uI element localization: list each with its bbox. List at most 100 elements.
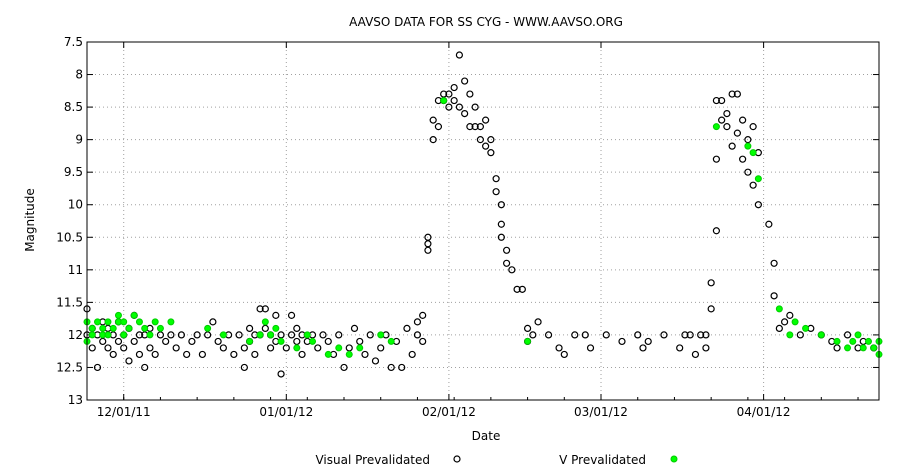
visual-prevalidated-point [718,116,726,124]
visual-prevalidated-point [733,90,741,98]
visual-prevalidated-point [298,350,306,359]
visual-prevalidated-point [403,324,411,332]
visual-prevalidated-point [104,344,112,352]
visual-prevalidated-point [534,318,542,326]
visual-prevalidated-point [340,363,348,372]
visual-prevalidated-point [130,337,138,346]
visual-prevalidated-point [135,331,144,339]
v-prevalidated-point [93,318,101,326]
visual-prevalidated-point [188,337,196,346]
v-prevalidated-point [356,344,364,352]
y-tick-label: 12 [68,328,83,342]
visual-prevalidated-point [261,305,269,313]
visual-prevalidated-point [162,337,170,346]
visual-prevalidated-point [482,116,490,124]
visual-prevalidated-point [282,344,290,352]
v-prevalidated-point [849,337,857,345]
y-tick-label: 12.5 [56,360,83,374]
visual-prevalidated-point [749,181,757,189]
visual-prevalidated-point [712,96,721,105]
visual-prevalidated-point [697,331,705,339]
v-prevalidated-point [293,344,301,352]
visual-prevalidated-point [482,142,490,150]
visual-prevalidated-point [445,90,453,98]
v-prevalidated-point [303,331,311,339]
visual-prevalidated-point [398,363,406,372]
v-prevalidated-point [791,318,799,326]
visual-prevalidated-point [723,123,731,131]
y-tick-label: 10 [68,198,83,212]
visual-prevalidated-point [508,266,516,274]
visual-prevalidated-point [293,337,301,346]
v-prevalidated-point [335,344,343,352]
visual-prevalidated-point [287,331,296,339]
visual-prevalidated-point [786,311,794,319]
visual-prevalidated-point [492,188,500,196]
visual-prevalidated-point [167,331,175,339]
x-tick-labels: 12/01/11 01/01/12 02/01/12 03/01/12 04/01/12 [86,42,859,419]
visual-prevalidated-point [151,350,159,359]
series-v-prevalidated [83,97,883,358]
visual-prevalidated-point [455,51,463,59]
v-prevalidated-point [267,331,275,339]
visual-prevalidated-point [88,344,96,352]
visual-prevalidated-point [523,324,532,332]
visual-prevalidated-point [209,318,217,326]
visual-prevalidated-point [739,155,747,163]
visual-prevalidated-point [266,344,275,352]
visual-prevalidated-point [371,357,380,365]
v-prevalidated-point [272,324,280,332]
visual-prevalidated-point [350,324,359,332]
visual-prevalidated-point [518,285,526,293]
visual-prevalidated-point [712,227,721,235]
y-tick-label: 11.5 [56,295,83,309]
v-prevalidated-point [219,331,227,339]
v-prevalidated-point [151,318,159,326]
visual-prevalidated-point [256,305,264,313]
visual-prevalidated-point [177,331,186,339]
visual-prevalidated-point [277,370,285,378]
v-prevalidated-point [120,331,128,339]
visual-prevalidated-point [497,233,505,241]
visual-prevalidated-point [135,350,144,359]
v-prevalidated-point [754,175,762,183]
visual-prevalidated-point [455,103,463,111]
y-tick-label: 10.5 [56,230,83,244]
visual-prevalidated-point [728,142,736,150]
chart-title: AAVSO DATA FOR SS CYG - WWW.AAVSO.ORG [349,15,623,29]
visual-prevalidated-point [765,220,773,228]
visual-prevalidated-point [497,201,505,209]
y-tick-label: 9 [75,133,83,147]
visual-prevalidated-point [219,344,227,352]
v-prevalidated-point [99,324,107,332]
visual-prevalidated-point [529,331,537,339]
v-prevalidated-point [125,324,133,332]
visual-prevalidated-point [251,350,259,359]
v-prevalidated-point [440,97,448,105]
v-prevalidated-point [775,305,783,313]
visual-prevalidated-point [560,350,568,359]
v-prevalidated-point [865,337,873,345]
visual-prevalidated-point [377,344,385,352]
visual-prevalidated-point [114,337,123,346]
visual-prevalidated-point [833,344,841,352]
visual-prevalidated-point [193,331,201,339]
v-prevalidated-point [345,350,353,358]
y-tick-label: 11 [68,263,83,277]
visual-prevalidated-point [413,331,422,339]
visual-prevalidated-point [146,344,154,352]
visual-prevalidated-point [744,136,752,144]
visual-prevalidated-point [424,246,432,254]
x-tick-label: 02/01/12 [422,405,476,419]
visual-prevalidated-point [240,363,248,372]
v-prevalidated-point [204,324,212,332]
visual-prevalidated-point [277,331,285,339]
visual-prevalidated-point [686,331,694,339]
visual-prevalidated-point [487,149,495,157]
visual-prevalidated-point [471,103,479,111]
visual-prevalidated-point [702,331,710,339]
visual-prevalidated-point [387,363,395,372]
v-prevalidated-point [167,318,175,326]
visual-prevalidated-point [429,136,437,144]
